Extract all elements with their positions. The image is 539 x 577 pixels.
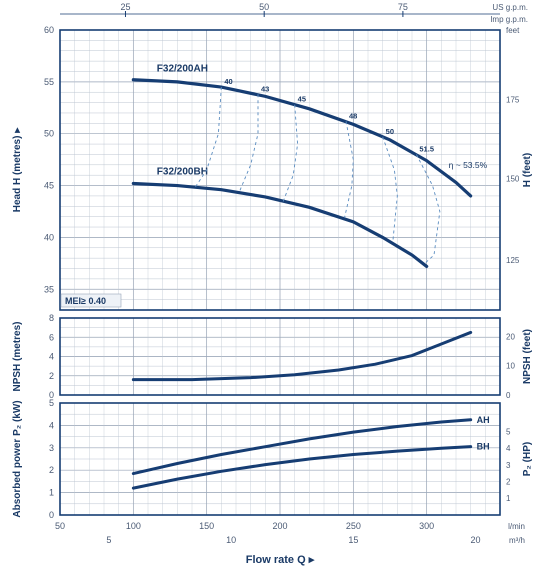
xtick2-5: 5 [106, 535, 111, 545]
head-yrtick: 150 [506, 174, 520, 183]
power-yrtick: 3 [506, 461, 511, 470]
power-ytick: 5 [49, 398, 54, 408]
power-yrtick: 5 [506, 427, 511, 436]
iso-label-48: 48 [349, 111, 357, 120]
head-ytick: 45 [44, 181, 54, 191]
power-ytick: 0 [49, 510, 54, 520]
npsh-ytick: 2 [49, 371, 54, 381]
power-ytick: 3 [49, 443, 54, 453]
top-tick-75: 75 [398, 2, 408, 12]
xtick-300: 300 [419, 521, 434, 531]
power-yrtick: 1 [506, 494, 511, 503]
head-yrtick: 125 [506, 256, 520, 265]
head-ytick: 35 [44, 284, 54, 294]
head-yrtick: feet [506, 26, 520, 35]
iso-label-43: 43 [261, 84, 269, 93]
npsh-ytick: 4 [49, 352, 54, 362]
iso-label-51.5: 51.5 [419, 144, 434, 153]
npsh-ytick: 6 [49, 332, 54, 342]
head-ytick: 55 [44, 77, 54, 87]
iso-label-40: 40 [224, 77, 232, 86]
xtick2-10: 10 [226, 535, 236, 545]
curve-endlabel-AH: AH [477, 415, 490, 425]
top-unit2: Imp g.p.m. [490, 15, 528, 24]
head-yrlabel: H (feet) [522, 153, 533, 187]
npsh-yrlabel: NPSH (feet) [522, 329, 533, 384]
xtick-100: 100 [126, 521, 141, 531]
xtick2-20: 20 [471, 535, 481, 545]
curve-label-F32/200BH: F32/200BH [157, 166, 208, 177]
power-ytick: 2 [49, 465, 54, 475]
xtick-200: 200 [272, 521, 287, 531]
power-yrtick: 4 [506, 444, 511, 453]
top-tick-25: 25 [120, 2, 130, 12]
top-unit1: US g.p.m. [492, 3, 528, 12]
xunit-m3h: m³/h [509, 536, 525, 545]
curve-label-F32/200AH: F32/200AH [157, 64, 208, 75]
npsh-ylabel: NPSH (metres) [12, 321, 23, 391]
head-ytick: 50 [44, 129, 54, 139]
top-tick-50: 50 [259, 2, 269, 12]
xlabel: Flow rate Q ▸ [246, 554, 315, 566]
npsh-yrtick: 20 [506, 332, 515, 341]
npsh-yrtick: 10 [506, 362, 515, 371]
power-ylabel: Absorbed power P₂ (kW) [12, 400, 23, 517]
head-yrtick: 175 [506, 95, 520, 104]
curve-endlabel-BH: BH [477, 442, 490, 452]
iso-label-45: 45 [298, 95, 306, 104]
npsh-yrtick: 0 [506, 391, 511, 400]
power-yrlabel: P₂ (HP) [522, 442, 533, 476]
iso-label-50: 50 [386, 127, 394, 136]
xtick2-15: 15 [348, 535, 358, 545]
xtick-50: 50 [55, 521, 65, 531]
head-ytick: 40 [44, 232, 54, 242]
power-yrtick: 2 [506, 478, 511, 487]
xtick-150: 150 [199, 521, 214, 531]
mei-label: MEI≥ 0.40 [65, 296, 106, 306]
xunit-lmin: l/min [508, 522, 525, 531]
xtick-250: 250 [346, 521, 361, 531]
eta-label: η ~ 53.5% [449, 160, 488, 170]
power-ytick: 1 [49, 488, 54, 498]
npsh-ytick: 8 [49, 313, 54, 323]
head-ytick: 60 [44, 25, 54, 35]
power-ytick: 4 [49, 420, 54, 430]
head-ylabel: Head H (metres) ▸ [12, 127, 23, 212]
